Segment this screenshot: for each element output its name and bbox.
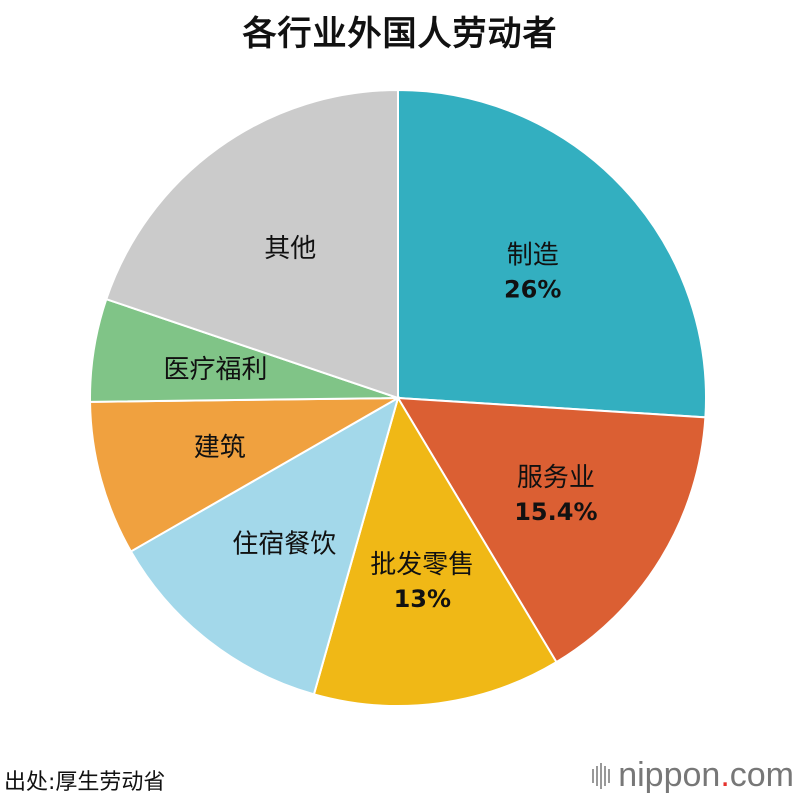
- logo-bars-icon: [592, 761, 612, 791]
- pie-slice-7: [105, 88, 399, 400]
- pie-slice-value-label: 15.4%: [514, 498, 597, 526]
- pie-slice-4: [129, 395, 400, 696]
- nippon-logo: nippon. com: [592, 756, 794, 795]
- pie-slice-label: 其他: [264, 234, 316, 264]
- pie-slice-label: 服务业: [517, 463, 595, 493]
- source-note: 出处:厚生劳动省: [4, 770, 166, 795]
- logo-tld: com: [729, 756, 794, 794]
- logo-name: nippon: [618, 756, 721, 794]
- pie-slice-3: [312, 395, 558, 707]
- pie-slice-5: [89, 396, 402, 553]
- pie-slice-2: [396, 396, 707, 664]
- pie-slice-label: 批发零售: [370, 550, 474, 580]
- pie-slice-label: 住宿餐饮: [232, 530, 336, 560]
- pie-slice-value-label: 26%: [504, 275, 561, 303]
- chart-title: 各行业外国人劳动者: [242, 14, 558, 54]
- pie-slice-1: [397, 88, 707, 419]
- pie-slice-label: 医疗福利: [163, 355, 267, 385]
- pie-slice-label: 建筑: [194, 433, 246, 463]
- pie-slice-label: 制造: [507, 240, 559, 270]
- logo-dot: .: [720, 756, 730, 794]
- pie-slice-value-label: 13%: [394, 585, 451, 613]
